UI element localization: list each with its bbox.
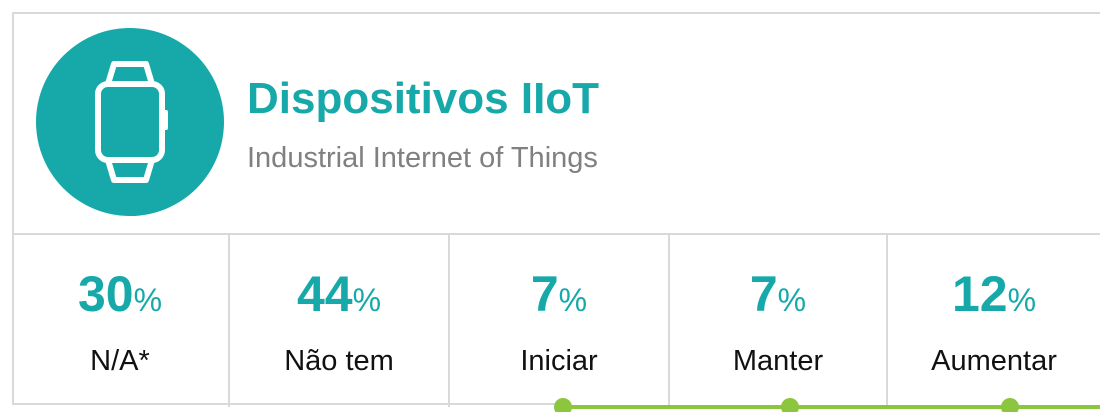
icon-circle <box>36 28 224 216</box>
stat-label: Manter <box>732 345 824 377</box>
stat-number: 44% <box>230 265 448 323</box>
stat-unit: % <box>558 282 588 318</box>
stat-cell: 7% Iniciar <box>450 235 670 407</box>
stat-unit: % <box>777 282 807 318</box>
stat-number: 7% <box>450 265 668 323</box>
stat-value: 30 <box>77 266 134 322</box>
card <box>12 12 1100 405</box>
stat-unit: % <box>133 282 163 318</box>
stat-value: 7 <box>530 266 559 322</box>
stat-number: 12% <box>888 265 1100 323</box>
stat-value: 7 <box>749 266 778 322</box>
watch-icon <box>95 61 168 183</box>
stat-cell: 12% Aumentar <box>888 235 1100 407</box>
bottom-border <box>12 403 564 405</box>
subtitle: Industrial Internet of Things <box>247 142 598 174</box>
title: Dispositivos IIoT <box>247 74 600 123</box>
stat-cell: 30% N/A* <box>12 235 230 407</box>
stat-value: 12 <box>951 266 1008 322</box>
stat-label: N/A* <box>90 345 150 377</box>
stat-unit: % <box>1007 282 1037 318</box>
stat-cell: 7% Manter <box>670 235 888 407</box>
stat-unit: % <box>352 282 382 318</box>
stats-row: 30% N/A* 44% Não tem 7% Iniciar 7% Manter 12% Aum… <box>12 233 1100 407</box>
stat-number: 30% <box>12 265 228 323</box>
stat-cell: 44% Não tem <box>230 235 450 407</box>
stat-label: Iniciar <box>520 345 598 377</box>
stat-label: Aumentar <box>931 345 1057 377</box>
stat-number: 7% <box>670 265 886 323</box>
stat-label: Não tem <box>284 345 394 377</box>
stat-value: 44 <box>296 266 353 322</box>
